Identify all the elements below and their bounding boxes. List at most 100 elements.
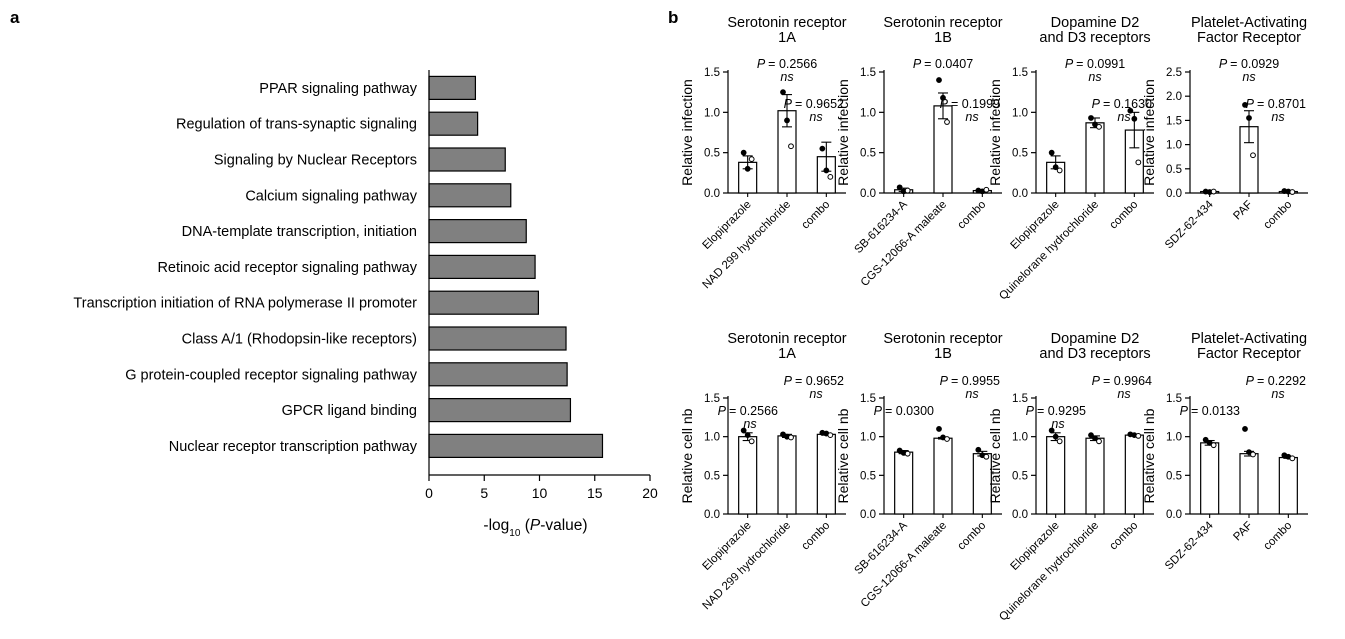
chart-title-line2: Factor Receptor <box>1197 30 1301 46</box>
x-tick-label: 20 <box>642 485 658 501</box>
p-value-annotation: P = 0.2566 <box>757 57 817 71</box>
data-point <box>823 167 830 174</box>
data-point <box>983 453 990 460</box>
x-tick-label: 10 <box>532 485 548 501</box>
y-tick-label: 1.0 <box>860 432 876 444</box>
x-axis-label-open: ( <box>520 517 530 534</box>
y-tick-label: 1.5 <box>1012 67 1028 79</box>
p-value-annotation: P = 0.2292 <box>1246 374 1306 388</box>
data-point <box>1127 107 1134 114</box>
data-point <box>819 145 826 152</box>
data-point <box>788 434 794 441</box>
category-label: combo <box>956 520 989 553</box>
panel-label-a: a <box>10 8 20 27</box>
chart-title-line1: Serotonin receptor <box>883 15 1002 31</box>
p-value-annotation: P = 0.0991 <box>1065 57 1125 71</box>
ns-label: ns <box>1242 70 1255 84</box>
data-point <box>944 119 950 125</box>
p-value-annotation: P = 0.0407 <box>913 57 973 71</box>
data-point <box>780 89 786 96</box>
ns-label: ns <box>1117 387 1130 401</box>
p-italic: P <box>1246 97 1257 111</box>
category-label: combo <box>1262 199 1295 232</box>
p-value-annotation: P = 0.2566 <box>718 404 778 418</box>
p-italic: P <box>1092 374 1103 388</box>
ns-label: ns <box>1051 417 1064 431</box>
pathway-label: Retinoic acid receptor signaling pathway <box>157 260 417 276</box>
p-value-text: = 0.0300 <box>885 404 934 418</box>
pathway-label: Regulation of trans-synaptic signaling <box>176 117 417 133</box>
y-tick-label: 1.5 <box>860 393 876 405</box>
y-tick-label: 1.0 <box>704 107 720 119</box>
x-axis-label-subscript: 10 <box>509 528 521 539</box>
y-tick-label: 2.0 <box>1166 91 1182 103</box>
y-tick-label: 1.5 <box>860 67 876 79</box>
enrichment-bar <box>428 433 604 458</box>
pathway-label: G protein-coupled receptor signaling pat… <box>125 367 418 383</box>
enrichment-bar <box>428 75 477 101</box>
y-tick-label: 1.0 <box>1166 432 1182 444</box>
category-label: combo <box>1108 199 1141 232</box>
enrichment-bar <box>428 398 572 423</box>
p-italic: P <box>874 404 885 418</box>
data-point <box>1092 435 1098 442</box>
data-point <box>784 117 790 124</box>
p-italic: P <box>718 404 729 418</box>
data-point <box>1096 123 1102 130</box>
value-bar <box>816 433 836 515</box>
chart-title-line1: Dopamine D2 <box>1051 331 1140 347</box>
data-point <box>1289 189 1296 195</box>
data-point <box>983 186 990 193</box>
y-tick-label: 1.0 <box>704 432 720 444</box>
value-bar <box>1085 437 1105 515</box>
ns-label: ns <box>743 417 756 431</box>
ns-label: ns <box>965 110 978 124</box>
y-tick-label: 0.0 <box>860 188 876 200</box>
x-axis-label: -log10 (P-value) <box>483 517 587 539</box>
p-value-text: = 0.9964 <box>1103 374 1152 388</box>
data-point <box>1250 451 1256 458</box>
value-bar <box>894 451 914 515</box>
value-bar <box>933 437 953 515</box>
data-point <box>1048 149 1055 156</box>
p-value-text: = 0.1630 <box>1103 97 1152 111</box>
y-tick-label: 1.0 <box>860 107 876 119</box>
y-axis-label: Relative infection <box>987 79 1003 186</box>
value-bar <box>777 435 797 515</box>
y-tick-label: 1.0 <box>1012 107 1028 119</box>
data-point <box>1056 438 1063 445</box>
data-point <box>936 77 942 83</box>
enrichment-bar <box>428 326 567 351</box>
y-axis-label: Relative infection <box>1141 79 1157 186</box>
data-point <box>1210 188 1217 195</box>
ns-label: ns <box>809 110 822 124</box>
y-tick-label: 0.5 <box>1012 148 1028 160</box>
y-tick-label: 0.0 <box>1012 509 1028 521</box>
p-italic: P <box>784 374 795 388</box>
y-tick-label: 0.0 <box>1166 188 1182 200</box>
p-italic: P <box>1246 374 1257 388</box>
y-tick-label: 1.0 <box>1012 432 1028 444</box>
p-value-annotation: P = 0.0133 <box>1180 404 1240 418</box>
chart-title-line2: and D3 receptors <box>1039 30 1150 46</box>
ns-label: ns <box>809 387 822 401</box>
p-italic: P <box>940 374 951 388</box>
data-point <box>1088 432 1094 439</box>
chart-title-line2: 1B <box>934 346 952 362</box>
pathway-label: Transcription initiation of RNA polymera… <box>73 296 417 312</box>
p-value-text: = 0.8701 <box>1257 97 1306 111</box>
data-point <box>740 427 747 434</box>
category-label: PAF <box>1231 199 1255 223</box>
data-point <box>744 165 751 172</box>
p-value-text: = 0.9295 <box>1037 404 1086 418</box>
y-tick-label: 1.5 <box>1166 393 1182 405</box>
data-point <box>1135 432 1142 439</box>
pathway-label: PPAR signaling pathway <box>259 81 417 97</box>
pathway-label: Class A/1 (Rhodopsin-like receptors) <box>182 332 417 348</box>
data-point <box>975 446 982 453</box>
y-tick-label: 0.0 <box>704 509 720 521</box>
data-point <box>740 149 747 156</box>
